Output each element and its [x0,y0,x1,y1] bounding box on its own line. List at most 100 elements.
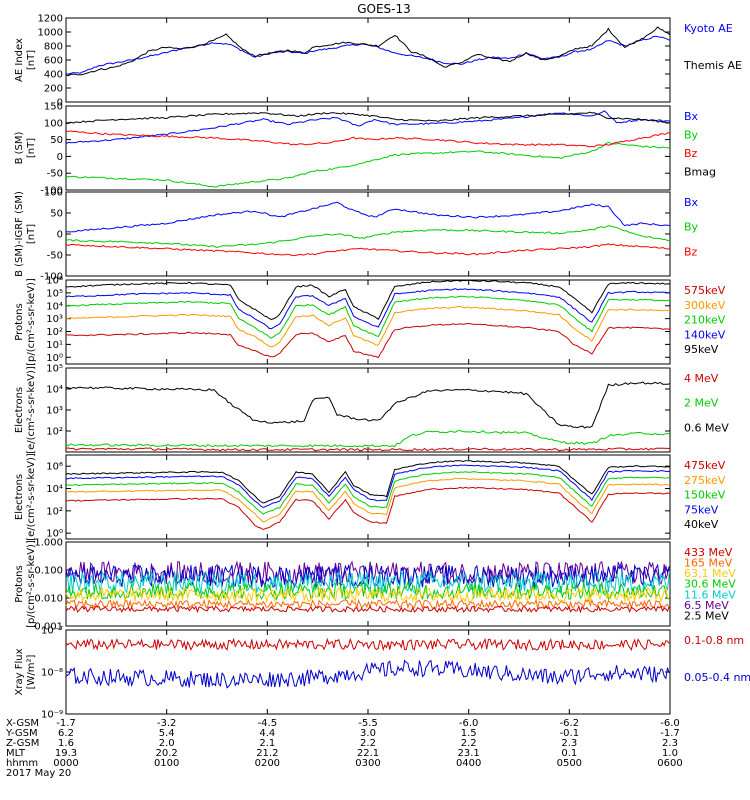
series-line-63-1-mev [65,586,670,604]
y-axis-label: [p/(cm²-s-sr-keV)] [26,278,37,366]
footer-row-label: X-GSM [6,718,39,729]
y-axis-label: [W/m²] [26,654,37,689]
y-tick-label: -50 [47,251,63,262]
legend-entry: 165 MeV [684,557,733,570]
series-line-210kev [65,295,670,339]
legend-entry: 210keV [684,314,726,327]
footer-value: 0100 [154,758,179,769]
y-tick-label: 10² [46,506,63,517]
y-axis-label: [p/(cm²-s-sr-keV)] [26,540,37,628]
panel-frame [65,367,671,453]
legend-entry: Bz [684,245,698,258]
series-line-95kev [65,279,671,321]
y-tick-label: 800 [44,42,63,53]
legend-entry: 475keV [684,459,726,472]
footer-value: -4.5 [258,718,278,729]
y-tick-label: 10⁻⁸ [41,668,63,679]
series-line-themis-ae [65,26,671,77]
panel-frame [65,105,671,191]
legend-entry: 140keV [684,328,726,341]
legend-entry: 575keV [684,284,726,297]
footer-value: 2.0 [159,738,175,749]
series-line-4-mev [65,447,671,452]
series-line-150kev [65,471,671,515]
y-tick-label: 10¹ [46,340,63,351]
panel-frame [65,17,671,103]
y-tick-label: 1.000 [34,538,63,549]
footer-value: 0000 [53,758,78,769]
legend-entry: 63.1 MeV [684,567,736,580]
y-tick-label: 10⁴ [46,301,63,312]
y-tick-label: -50 [47,169,63,180]
footer-value: 0500 [557,758,582,769]
panel-1: 0 200 400 600 800 1000 1200 AE Index [nT] Kyoto A… [14,14,742,109]
y-axis-label: [nT] [26,138,37,158]
footer-value: 0.1 [561,748,577,759]
series-line-kyoto-ae [65,35,671,75]
footer-value: 2.1 [259,738,275,749]
panel-frame [65,454,671,540]
y-tick-label: 100 [44,118,63,129]
y-tick-label: 0 [57,230,63,241]
y-axis-label: [e/(cm²-s-sr-keV)] [26,453,37,541]
series-line-75kev [65,464,671,509]
series-line-0-05-0-4-nm [65,659,670,689]
series-line-300kev [65,305,671,348]
footer-value: -6.0 [459,718,479,729]
series-line-bz [65,130,671,148]
y-axis-label: Xray Flux [14,648,25,695]
y-tick-label: -100 [40,272,63,283]
series-line-40kev [65,460,671,504]
legend-entry: 275keV [684,474,726,487]
legend-entry: Themis AE [683,59,742,72]
legend-entry: 4 MeV [684,372,719,385]
y-tick-label: 50 [50,135,63,146]
y-axis-label: AE Index [14,38,25,82]
legend-entry: 2 MeV [684,397,719,410]
footer-value: 2.2 [360,738,376,749]
legend-entry: Bz [684,147,698,160]
panel-frame [65,191,671,277]
footer-value: 1.6 [58,738,74,749]
legend-entry: 0.6 MeV [684,421,729,434]
y-tick-label: 1200 [38,14,63,25]
footer-value: 23.1 [458,748,480,759]
y-tick-label: 0.010 [34,594,63,605]
legend-entry: 0.05-0.4 nm [684,671,750,684]
footer-value: -6.2 [560,718,580,729]
footer-value: 1.0 [662,748,678,759]
y-tick-label: 10⁻⁷ [41,626,63,637]
legend-entry: 2.5 MeV [684,609,729,622]
footer-value: 5.4 [159,728,175,739]
footer-value: -6.0 [660,718,680,729]
y-tick-label: 0.100 [34,566,63,577]
legend-entry: 150keV [684,489,726,502]
legend-entry: 40keV [684,518,719,531]
y-tick-label: 10² [46,427,63,438]
y-tick-label: 150 [44,102,63,113]
y-tick-label: 10³ [46,406,63,417]
y-tick-label: 100 [44,188,63,199]
y-tick-label: 10⁵ [46,364,63,375]
footer-value: -5.5 [358,718,378,729]
legend-entry: By [684,129,699,142]
chart-title: GOES-13 [357,2,411,16]
series-line-by [65,141,671,188]
y-axis-label: Electrons [14,474,25,520]
footer-value: 2.3 [561,738,577,749]
legend-entry: Bmag [684,166,716,179]
series-line-bx [65,201,671,233]
footer-row-label: 2017 May 20 [6,768,71,779]
legend-entry: 95keV [684,343,719,356]
panel-5: 10² 10³ 10⁴ 10⁵ Electrons [e/(cm²-s-sr-keV)] 4… [14,364,729,454]
legend-entry: 300keV [684,299,726,312]
y-tick-label: 0.001 [34,622,63,633]
y-tick-label: 600 [44,56,63,67]
series-line-275kev [65,477,671,523]
footer-value: 2.3 [662,738,678,749]
legend-entry: 433 MeV [684,546,733,559]
footer-value: 19.3 [55,748,77,759]
